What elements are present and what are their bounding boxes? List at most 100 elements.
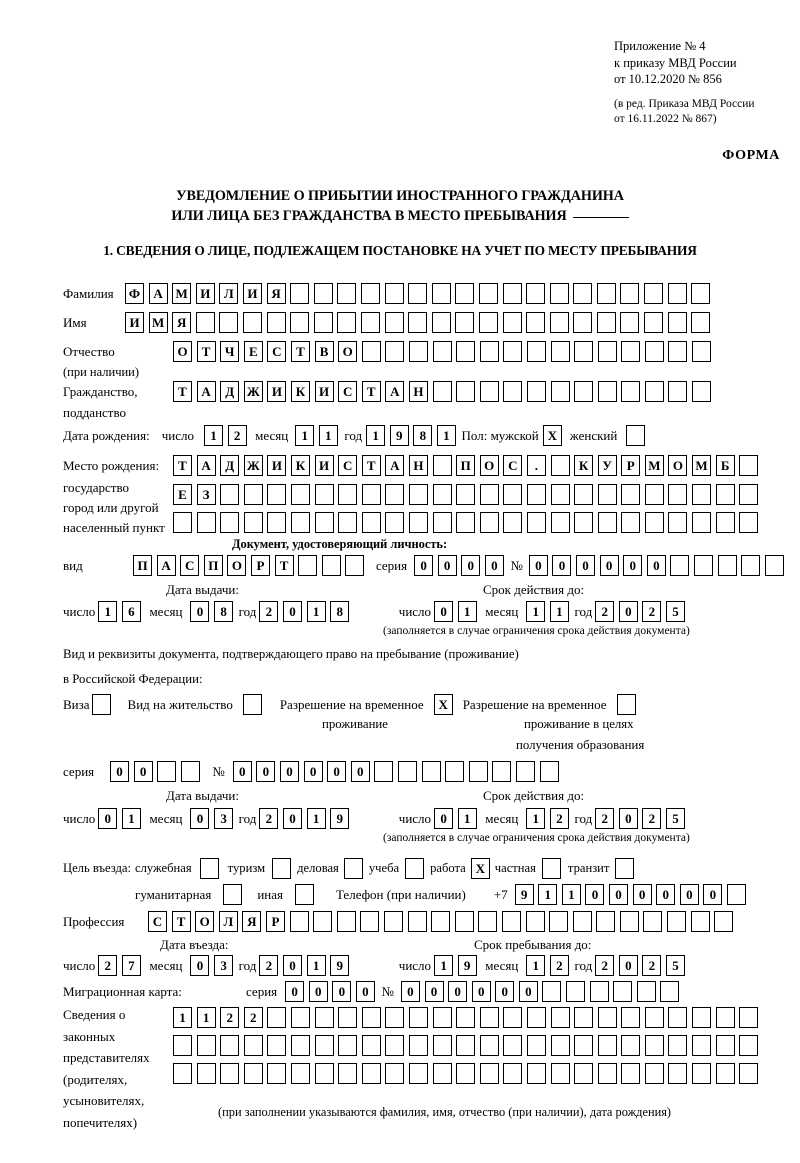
char-cell[interactable]	[526, 1063, 546, 1084]
char-cell[interactable]: 1	[318, 425, 338, 446]
char-cell[interactable]	[539, 761, 559, 782]
char-cell[interactable]	[384, 283, 404, 304]
char-cell[interactable]	[644, 1063, 664, 1084]
char-cell[interactable]	[717, 555, 737, 576]
char-cell[interactable]: И	[242, 283, 262, 304]
char-cell[interactable]	[337, 312, 357, 333]
char-cell[interactable]	[503, 1035, 523, 1056]
char-cell[interactable]	[455, 283, 475, 304]
char-cell[interactable]: Н	[408, 455, 428, 476]
char-cell[interactable]: П	[203, 555, 223, 576]
char-cell[interactable]	[621, 1063, 641, 1084]
char-cell[interactable]	[692, 512, 712, 533]
char-cell[interactable]: 5	[666, 955, 685, 976]
char-cell[interactable]	[644, 381, 664, 402]
char-cell[interactable]: 6	[121, 601, 141, 622]
char-cell[interactable]	[694, 555, 714, 576]
char-cell[interactable]: 1	[98, 601, 118, 622]
char-cell[interactable]	[220, 484, 240, 505]
char-cell[interactable]	[431, 312, 451, 333]
char-cell[interactable]	[636, 981, 656, 1002]
char-cell[interactable]	[338, 1063, 358, 1084]
char-cell[interactable]	[338, 1007, 358, 1028]
char-cell[interactable]	[621, 484, 641, 505]
char-cell[interactable]	[644, 484, 664, 505]
char-cell[interactable]	[526, 484, 546, 505]
char-cell[interactable]	[542, 981, 562, 1002]
char-cell[interactable]: 0	[434, 601, 454, 622]
char-cell[interactable]	[361, 512, 381, 533]
char-cell[interactable]: 1	[173, 1007, 192, 1028]
char-cell[interactable]	[597, 1035, 617, 1056]
char-cell[interactable]	[621, 341, 641, 362]
char-cell[interactable]: 1	[434, 955, 454, 976]
char-cell[interactable]	[526, 1007, 546, 1028]
char-cell[interactable]	[690, 911, 710, 932]
char-cell[interactable]	[385, 1035, 405, 1056]
char-cell[interactable]: З	[196, 484, 216, 505]
char-cell[interactable]	[739, 455, 759, 476]
char-cell[interactable]	[691, 312, 711, 333]
char-cell[interactable]	[668, 1063, 688, 1084]
char-cell[interactable]	[407, 911, 427, 932]
char-cell[interactable]: 2	[549, 808, 569, 829]
char-cell[interactable]: 0	[400, 981, 420, 1002]
char-cell[interactable]: 2	[595, 955, 615, 976]
char-cell[interactable]	[526, 312, 546, 333]
char-cell[interactable]: 0	[424, 981, 444, 1002]
birthplace-input-3[interactable]	[173, 512, 763, 533]
char-cell[interactable]: 7	[121, 955, 141, 976]
char-cell[interactable]: Ч	[220, 341, 240, 362]
char-cell[interactable]	[432, 1063, 452, 1084]
char-cell[interactable]: 0	[327, 761, 347, 782]
char-cell[interactable]	[243, 1035, 263, 1056]
char-cell[interactable]	[573, 283, 593, 304]
char-cell[interactable]: 0	[528, 555, 548, 576]
char-cell[interactable]	[501, 911, 521, 932]
char-cell[interactable]	[290, 512, 310, 533]
char-cell[interactable]	[266, 312, 286, 333]
char-cell[interactable]: 0	[609, 884, 629, 905]
char-cell[interactable]: 0	[552, 555, 572, 576]
char-cell[interactable]	[644, 512, 664, 533]
char-cell[interactable]	[408, 283, 428, 304]
char-cell[interactable]: Р	[265, 911, 285, 932]
char-cell[interactable]	[173, 1063, 192, 1084]
char-cell[interactable]	[613, 981, 633, 1002]
char-cell[interactable]	[479, 484, 499, 505]
char-cell[interactable]	[313, 312, 333, 333]
char-cell[interactable]: Д	[220, 455, 240, 476]
char-cell[interactable]	[432, 1007, 452, 1028]
char-cell[interactable]: Р	[250, 555, 270, 576]
char-cell[interactable]: С	[148, 911, 167, 932]
representatives-input-2[interactable]	[173, 1035, 763, 1056]
char-cell[interactable]	[468, 761, 488, 782]
char-cell[interactable]: 8	[214, 601, 234, 622]
char-cell[interactable]: 1	[457, 601, 477, 622]
char-cell[interactable]: 0	[632, 884, 652, 905]
char-cell[interactable]	[739, 484, 759, 505]
char-cell[interactable]	[290, 283, 310, 304]
char-cell[interactable]: 1	[196, 1007, 216, 1028]
char-cell[interactable]: Ж	[243, 381, 263, 402]
char-cell[interactable]: 9	[330, 955, 350, 976]
char-cell[interactable]: 0	[461, 555, 481, 576]
char-cell[interactable]: 0	[285, 981, 305, 1002]
sex-female-checkbox[interactable]	[626, 425, 646, 446]
char-cell[interactable]: Ф	[125, 283, 144, 304]
char-cell[interactable]	[432, 484, 452, 505]
char-cell[interactable]	[408, 341, 428, 362]
char-cell[interactable]	[267, 484, 287, 505]
char-cell[interactable]	[526, 283, 546, 304]
char-cell[interactable]: 2	[259, 601, 279, 622]
char-cell[interactable]	[692, 1063, 712, 1084]
